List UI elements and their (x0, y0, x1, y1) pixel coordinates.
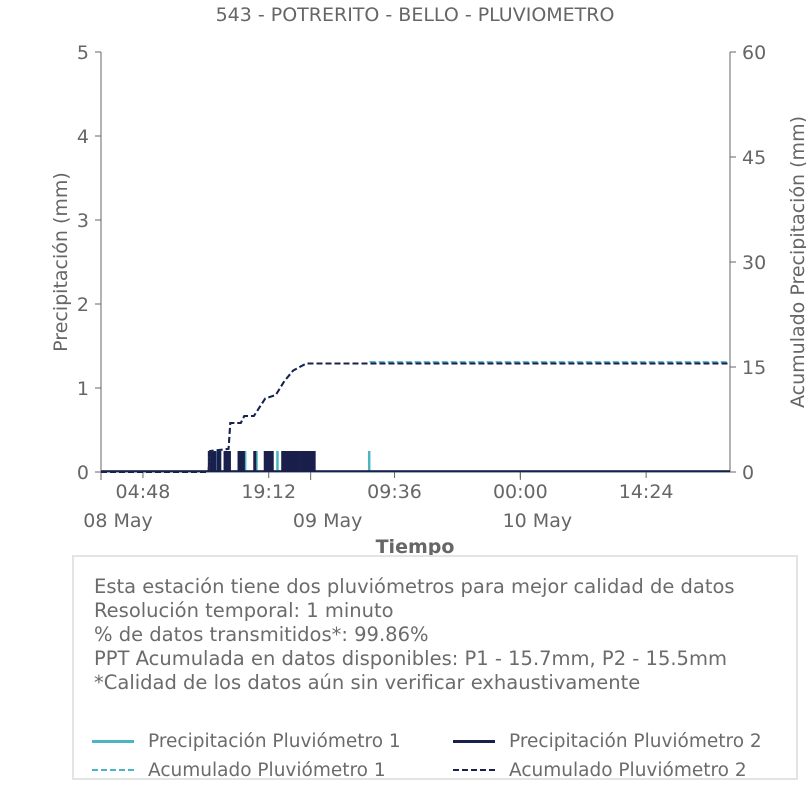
y-right-tick-label: 30 (742, 252, 766, 274)
bar-p2 (253, 451, 257, 472)
bar-p2 (239, 451, 243, 472)
legend-swatch-solid-navy (453, 739, 495, 743)
bar-p2 (296, 451, 300, 472)
bars-layer (101, 451, 730, 473)
cumulative-line-p1 (101, 361, 730, 473)
bar-p1 (215, 451, 218, 472)
y-left-tick-label: 4 (77, 126, 89, 148)
bar-p2 (270, 451, 274, 472)
bar-p2 (218, 451, 222, 472)
info-line-resolution: Resolución temporal: 1 minuto (94, 599, 394, 622)
info-text: Esta estación tiene dos pluviómetros par… (94, 575, 735, 695)
bar-p2 (225, 451, 229, 472)
bar-p1 (255, 451, 258, 472)
x-axis-label: Tiempo (376, 536, 455, 558)
legend-item-p2-precip: Precipitación Pluviómetro 2 (453, 729, 762, 753)
legend-label: Acumulado Pluviómetro 2 (509, 759, 747, 781)
bar-p2 (213, 451, 217, 472)
bar-p2 (291, 451, 295, 472)
y-right-tick-label: 0 (742, 462, 754, 484)
bar-p2 (263, 451, 267, 472)
bar-p2 (286, 451, 290, 472)
legend-item-p1-acum: Acumulado Pluviómetro 1 (92, 758, 386, 782)
info-line-accumulated: PPT Acumulada en datos disponibles: P1 -… (94, 647, 727, 670)
rainfall-chart: 543 - POTRERITO - BELLO - PLUVIOMETRO 0 1… (50, 4, 806, 558)
legend-swatch-dashed-navy (453, 769, 495, 771)
x-date-label: 10 May (503, 510, 573, 532)
legend-label: Precipitación Pluviómetro 2 (509, 730, 762, 752)
info-line-two-gauges: Esta estación tiene dos pluviómetros par… (94, 575, 735, 598)
bar-p2 (237, 451, 241, 472)
y-left-tick-label: 2 (77, 294, 89, 316)
bar-p2 (281, 451, 285, 472)
info-panel: Esta estación tiene dos pluviómetros par… (72, 555, 798, 782)
bar-p2 (312, 451, 316, 472)
y-axis-right-label: Acumulado Precipitación (mm) (787, 116, 806, 408)
legend-label: Acumulado Pluviómetro 1 (148, 759, 386, 781)
info-line-transmitted: % de datos transmitidos*: 99.86% (94, 623, 429, 646)
x-tick-label: 04:48 (116, 481, 171, 503)
bar-p2 (295, 451, 299, 472)
x-tick-label: 19:12 (241, 481, 296, 503)
bar-p2 (209, 451, 213, 472)
bar-p2 (223, 451, 227, 472)
bar-p2 (268, 451, 272, 472)
y-axis-left-label: Precipitación (mm) (50, 172, 72, 352)
bar-p2 (288, 451, 292, 472)
bar-p2 (265, 451, 269, 472)
y-right-tick-label: 15 (742, 357, 766, 379)
bar-p2 (305, 451, 309, 472)
info-line-quality-note: *Calidad de los datos aún sin verificar … (94, 671, 641, 694)
bar-p2 (299, 451, 303, 472)
bar-p2 (303, 451, 307, 472)
legend-swatch-dashed-teal (92, 769, 134, 771)
bar-p1 (276, 451, 279, 472)
y-right-tick-label: 60 (742, 42, 766, 64)
legend-swatch-solid-teal (92, 739, 134, 743)
legend-item-p2-acum: Acumulado Pluviómetro 2 (453, 758, 747, 782)
y-left-tick-label: 3 (77, 210, 89, 232)
bar-p2 (241, 451, 245, 472)
bar-p2 (227, 451, 231, 472)
y-left-tick-label: 5 (77, 42, 89, 64)
bar-p2 (301, 451, 305, 472)
x-tick-label: 00:00 (493, 481, 548, 503)
y-left-tick-label: 1 (77, 378, 89, 400)
bar-p2 (282, 451, 286, 472)
bar-p2 (211, 451, 215, 472)
x-date-label: 08 May (83, 510, 153, 532)
y-left-tick-label: 0 (77, 462, 89, 484)
chart-title: 543 - POTRERITO - BELLO - PLUVIOMETRO (216, 4, 615, 26)
cumulative-line-p2 (101, 362, 730, 473)
bar-p2 (289, 451, 293, 472)
bar-p1 (243, 451, 247, 472)
bar-p2 (293, 451, 297, 472)
x-tick-label: 09:36 (367, 481, 422, 503)
bar-p1 (367, 451, 371, 472)
bar-p2 (216, 451, 220, 472)
legend-item-p1-precip: Precipitación Pluviómetro 1 (92, 729, 401, 753)
x-date-label: 09 May (293, 510, 363, 532)
legend-label: Precipitación Pluviómetro 1 (148, 730, 401, 752)
bar-p2 (308, 451, 312, 472)
bar-p2 (284, 451, 288, 472)
y-right-tick-label: 45 (742, 147, 766, 169)
bar-p2 (310, 451, 314, 472)
x-tick-label: 14:24 (619, 481, 674, 503)
lines-layer (101, 361, 730, 473)
